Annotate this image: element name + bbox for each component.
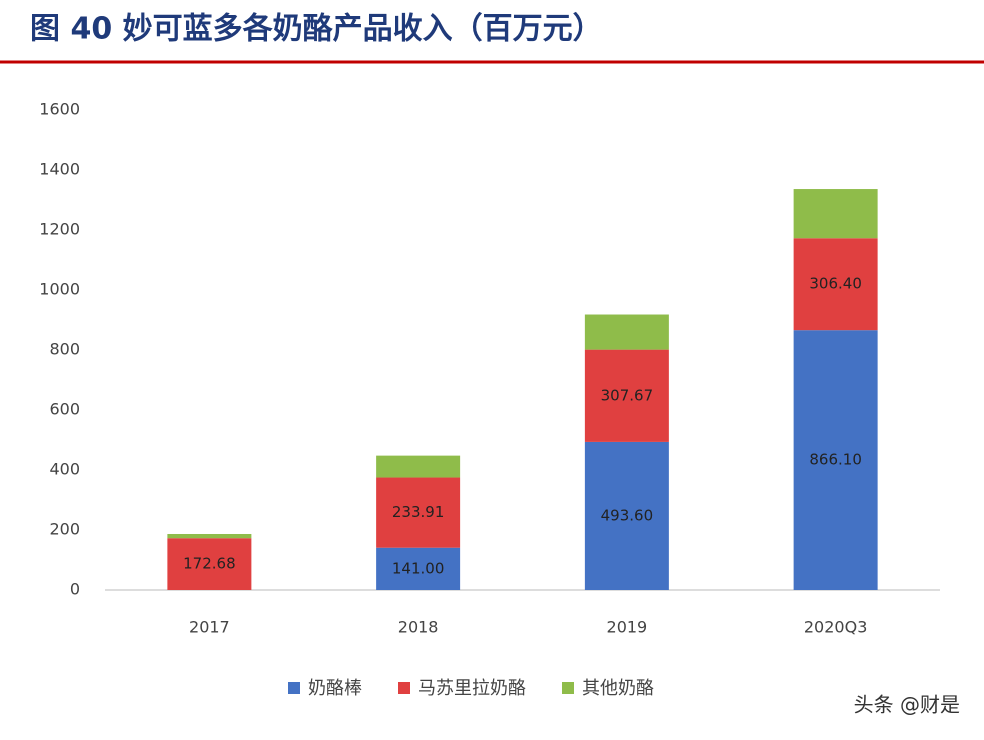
bar-segment bbox=[376, 477, 461, 548]
legend-swatch bbox=[398, 682, 410, 694]
legend-label: 其他奶酪 bbox=[582, 678, 654, 699]
data-label: 306.40 bbox=[809, 275, 862, 293]
chart-title: 图 40 妙可蓝多各奶酪产品收入（百万元） bbox=[30, 12, 603, 47]
bar-segment bbox=[584, 314, 669, 350]
y-tick-label: 600 bbox=[49, 400, 80, 419]
y-tick-label: 400 bbox=[49, 460, 80, 479]
y-tick-label: 800 bbox=[49, 340, 80, 359]
data-label: 233.91 bbox=[392, 503, 445, 521]
y-tick-label: 0 bbox=[70, 580, 80, 599]
data-label: 172.68 bbox=[183, 555, 236, 573]
y-tick-label: 1200 bbox=[39, 220, 80, 239]
y-tick-label: 1000 bbox=[39, 280, 80, 299]
data-label: 866.10 bbox=[809, 451, 862, 469]
bar-segment bbox=[376, 547, 461, 590]
legend-label: 奶酪棒 bbox=[308, 678, 362, 699]
bar-segment bbox=[167, 538, 252, 590]
data-label: 307.67 bbox=[601, 386, 654, 404]
bar-segment bbox=[376, 455, 461, 478]
legend-label: 马苏里拉奶酪 bbox=[418, 678, 526, 699]
bar-segment bbox=[793, 189, 878, 239]
bar-segment bbox=[793, 238, 878, 331]
legend-swatch bbox=[562, 682, 574, 694]
x-tick-label: 2019 bbox=[607, 618, 648, 637]
y-tick-label: 1400 bbox=[39, 160, 80, 179]
bar-segment bbox=[793, 330, 878, 590]
bar-segment bbox=[167, 533, 252, 539]
bar-segment bbox=[584, 441, 669, 590]
y-tick-label: 200 bbox=[49, 520, 80, 539]
bar-segment bbox=[584, 349, 669, 442]
legend-swatch bbox=[288, 682, 300, 694]
x-tick-label: 2018 bbox=[398, 618, 439, 637]
x-tick-label: 2020Q3 bbox=[804, 618, 868, 637]
x-tick-label: 2017 bbox=[189, 618, 230, 637]
data-label: 141.00 bbox=[392, 559, 445, 577]
y-tick-label: 1600 bbox=[39, 100, 80, 119]
watermark: 头条 @财是 bbox=[854, 693, 960, 717]
data-label: 493.60 bbox=[601, 506, 654, 524]
